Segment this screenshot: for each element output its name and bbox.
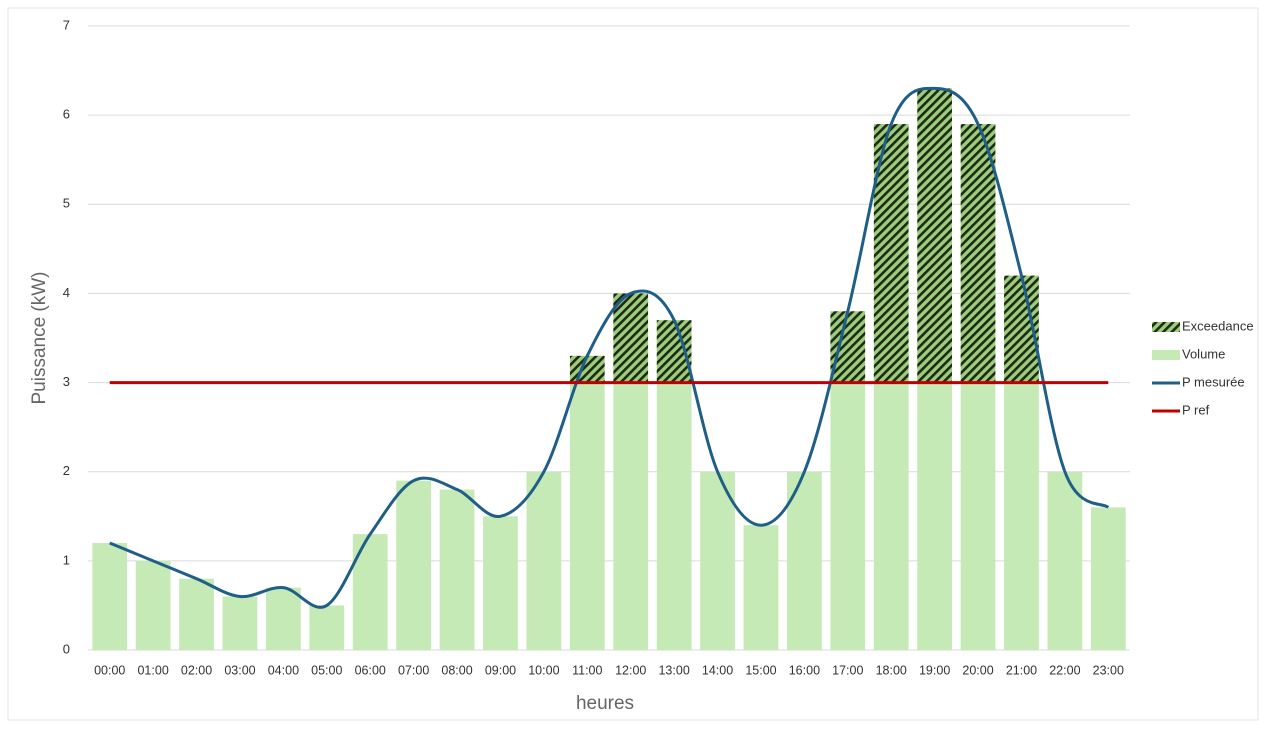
legend-label: Volume bbox=[1182, 346, 1225, 361]
volume-bar bbox=[917, 382, 952, 650]
volume-bar bbox=[873, 382, 909, 650]
volume-bar bbox=[266, 587, 301, 650]
exceedance-bar bbox=[613, 293, 649, 383]
volume-bar bbox=[352, 534, 388, 650]
exceedance-bar bbox=[830, 311, 866, 383]
x-tick-label: 02:00 bbox=[181, 663, 212, 677]
volume-bar bbox=[1047, 471, 1083, 650]
x-tick-label: 03:00 bbox=[224, 663, 255, 677]
chart-frame bbox=[7, 7, 1259, 721]
x-tick-label: 10:00 bbox=[528, 663, 559, 677]
volume-bar bbox=[1090, 507, 1126, 650]
x-tick-label: 22:00 bbox=[1049, 663, 1080, 677]
volume-bar bbox=[309, 605, 345, 650]
x-tick-label: 14:00 bbox=[702, 663, 733, 677]
legend-label: Exceedance bbox=[1182, 318, 1254, 333]
volume-bar bbox=[656, 382, 692, 650]
volume-bar bbox=[1004, 382, 1039, 650]
volume-bar bbox=[830, 382, 866, 650]
x-tick-label: 17:00 bbox=[832, 663, 863, 677]
y-tick-label: 3 bbox=[63, 374, 70, 389]
volume-bar bbox=[179, 578, 214, 650]
x-tick-label: 16:00 bbox=[789, 663, 820, 677]
y-tick-label: 1 bbox=[63, 552, 70, 567]
x-tick-label: 05:00 bbox=[311, 663, 342, 677]
legend-swatch bbox=[1152, 350, 1180, 360]
volume-bar bbox=[483, 516, 518, 650]
x-axis-title: heures bbox=[576, 693, 634, 714]
exceedance-bar bbox=[569, 355, 605, 383]
volume-bar bbox=[396, 480, 431, 650]
x-tick-label: 12:00 bbox=[615, 663, 646, 677]
exceedance-bar bbox=[960, 124, 996, 383]
volume-bar bbox=[569, 382, 605, 650]
exceedance-bar bbox=[917, 88, 952, 383]
y-tick-label: 0 bbox=[63, 641, 70, 656]
volume-bar bbox=[960, 382, 996, 650]
x-tick-label: 06:00 bbox=[355, 663, 386, 677]
y-tick-label: 7 bbox=[63, 17, 70, 32]
x-tick-label: 15:00 bbox=[745, 663, 776, 677]
x-tick-label: 23:00 bbox=[1093, 663, 1124, 677]
volume-bar bbox=[743, 525, 779, 650]
volume-bar bbox=[92, 543, 128, 650]
x-tick-label: 08:00 bbox=[441, 663, 472, 677]
x-tick-label: 09:00 bbox=[485, 663, 516, 677]
x-tick-label: 13:00 bbox=[658, 663, 689, 677]
x-tick-label: 00:00 bbox=[94, 663, 125, 677]
x-tick-label: 18:00 bbox=[876, 663, 907, 677]
volume-bar bbox=[222, 596, 258, 650]
y-tick-label: 6 bbox=[63, 107, 70, 122]
volume-bar bbox=[526, 471, 562, 650]
y-tick-label: 4 bbox=[63, 285, 70, 300]
x-tick-label: 07:00 bbox=[398, 663, 429, 677]
legend-label: P mesurée bbox=[1182, 374, 1245, 389]
legend-label: P ref bbox=[1182, 402, 1210, 417]
x-tick-label: 04:00 bbox=[268, 663, 299, 677]
x-tick-label: 21:00 bbox=[1006, 663, 1037, 677]
volume-bar bbox=[700, 471, 735, 650]
x-tick-label: 01:00 bbox=[137, 663, 168, 677]
volume-bar bbox=[787, 471, 822, 650]
volume-bar bbox=[135, 560, 171, 650]
legend-swatch bbox=[1152, 322, 1180, 332]
volume-bar bbox=[613, 382, 649, 650]
y-tick-label: 5 bbox=[63, 196, 70, 211]
measured-line bbox=[109, 86, 1110, 609]
y-tick-label: 2 bbox=[63, 463, 70, 478]
y-axis-title: Puissance (kW) bbox=[29, 271, 50, 404]
x-tick-label: 19:00 bbox=[919, 663, 950, 677]
x-tick-label: 20:00 bbox=[962, 663, 993, 677]
x-tick-label: 11:00 bbox=[572, 663, 602, 677]
volume-bar bbox=[439, 489, 475, 650]
